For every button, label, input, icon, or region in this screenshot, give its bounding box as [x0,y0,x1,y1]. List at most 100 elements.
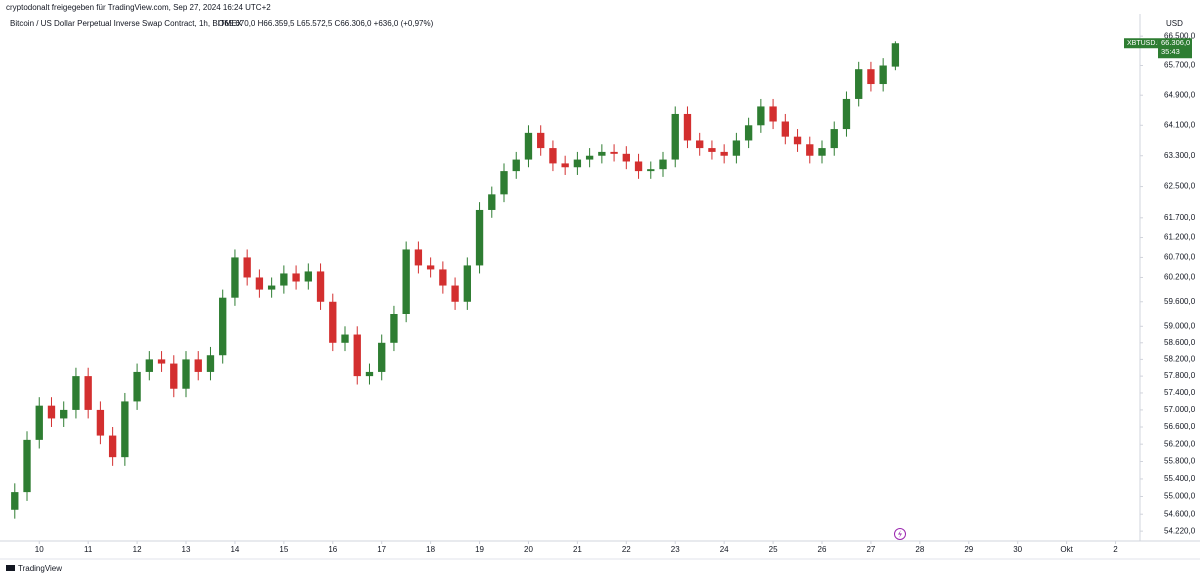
candle-body [194,359,202,372]
x-tick-label: 27 [866,545,875,554]
symbol-tag [1124,38,1158,49]
logo [6,565,15,571]
x-tick-label: 10 [35,545,44,554]
candle-body [842,98,851,130]
candle-body [879,65,887,85]
candle-body [512,159,520,172]
y-tick-label: 57.400,0 [1164,388,1196,397]
x-tick-label: 29 [964,545,973,554]
x-tick-label: 21 [573,545,582,554]
candle-body [145,359,153,372]
y-tick-label: 56.600,0 [1164,422,1196,431]
candle-body [47,405,56,419]
candle-body [708,148,716,152]
candle-body [598,151,606,156]
x-tick-label: 11 [84,545,93,554]
candle-body [683,113,692,141]
candle-body [390,313,398,343]
candle-body [414,249,423,266]
y-tick-label: 57.000,0 [1164,405,1196,414]
candle-body [439,269,447,286]
candle-body [891,43,900,67]
candle-body [659,159,667,170]
candle-body [206,355,215,372]
event-icon-bolt [898,530,902,538]
candle-body [818,148,826,156]
candle-body [11,492,19,510]
candle-body [341,334,349,343]
candle-body [35,405,43,440]
y-tick-label: 65.700,0 [1164,61,1196,70]
candle-body [316,271,325,302]
last-price-label: 66.306,0 [1161,38,1190,47]
candle-body [402,249,410,314]
candle-body [610,151,618,154]
y-tick-label: 54.220,0 [1164,526,1196,535]
x-tick-label: 20 [524,545,533,554]
x-tick-label: 24 [720,545,729,554]
candle-body [353,334,361,377]
candle-body [451,285,459,302]
candle-body [365,371,374,377]
candle-body [500,171,508,195]
chart-title: Bitcoin / US Dollar Perpetual Inverse Sw… [10,19,243,28]
x-tick-label: 15 [279,545,288,554]
candle-body [267,285,276,290]
candle-body [793,136,802,145]
candle-body [219,297,227,356]
price-tag [1158,38,1192,59]
y-tick-label: 64.900,0 [1164,90,1196,99]
candle-body [280,273,288,286]
candle-body [170,363,178,389]
candle-body [378,342,386,372]
y-tick-label: 59.600,0 [1164,297,1196,306]
x-tick-label: 2 [1113,545,1118,554]
candle-body [634,161,643,172]
candle-body [231,257,239,298]
candle-body [255,277,264,290]
x-tick-label: 12 [133,545,142,554]
candle-body [182,359,190,389]
candle-body [60,409,68,419]
candle-body [647,169,655,172]
candle-body [781,121,789,137]
candle-body [96,409,105,436]
candle-body [806,144,814,156]
x-tick-label: 30 [1013,545,1022,554]
y-tick-label: 60.200,0 [1164,273,1196,282]
y-tick-label: 66.500,0 [1164,31,1196,40]
x-tick-label: 14 [230,545,239,554]
candle-body [157,359,166,364]
candle-body [292,273,300,282]
candle-body [243,257,251,278]
y-tick-label: 55.400,0 [1164,474,1196,483]
candle-body [488,194,496,210]
footer-brand: TradingView [18,564,62,573]
candle-body [329,301,337,343]
y-tick-label: 54.600,0 [1164,509,1196,518]
y-tick-label: 55.800,0 [1164,457,1196,466]
y-axis-unit: USD [1166,19,1183,28]
candle-body [121,401,129,458]
candle-body [304,271,312,282]
candle-body [463,265,471,302]
y-tick-label: 57.800,0 [1164,371,1196,380]
candle-body [622,153,630,162]
candle-body [524,132,533,160]
x-tick-label: 23 [671,545,680,554]
y-tick-label: 63.300,0 [1164,151,1196,160]
candle-body [696,140,704,149]
symbol-label: XBTUSD.P [1127,40,1162,47]
ohlc-text: O65.670,0 H66.359,5 L65.572,5 C66.306,0 … [218,19,434,28]
candle-body [830,129,838,149]
event-icon [894,528,906,540]
candle-body [84,376,92,410]
x-tick-label: 25 [769,545,778,554]
y-tick-label: 55.000,0 [1164,492,1196,501]
candle-body [426,265,435,270]
y-tick-label: 60.700,0 [1164,253,1196,262]
y-tick-label: 64.100,0 [1164,120,1196,129]
x-tick-label: 17 [377,545,386,554]
